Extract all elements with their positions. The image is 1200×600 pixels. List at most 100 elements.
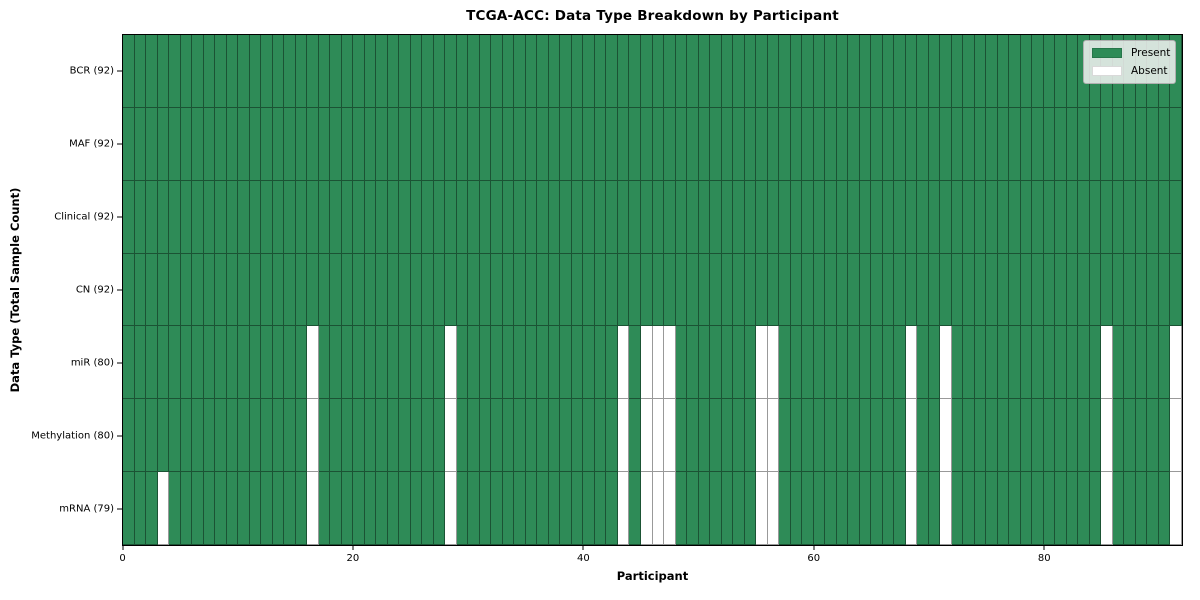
heatmap-cell <box>1032 107 1044 181</box>
heatmap-cell <box>180 399 193 473</box>
heatmap-cell <box>146 180 158 254</box>
heatmap-cell <box>226 180 239 254</box>
heatmap-cell <box>318 180 331 254</box>
heatmap-cell <box>514 326 526 400</box>
heatmap-cell <box>479 107 492 181</box>
heatmap-cell <box>203 107 216 181</box>
heatmap-cell <box>491 326 503 400</box>
heatmap-cell <box>468 472 480 545</box>
heatmap-cell <box>974 326 987 400</box>
heatmap-cell <box>687 472 699 545</box>
heatmap-cell <box>594 399 607 473</box>
heatmap-cell <box>917 399 929 473</box>
heatmap-cell <box>548 472 561 545</box>
heatmap-cell <box>963 326 975 400</box>
heatmap-cell <box>284 107 296 181</box>
heatmap-cell <box>1112 399 1125 473</box>
heatmap-cell <box>491 399 503 473</box>
heatmap-cell <box>825 472 837 545</box>
heatmap-cell <box>1089 472 1102 545</box>
heatmap-cell <box>1147 326 1159 400</box>
heatmap-cell <box>341 399 354 473</box>
heatmap-cell <box>134 399 147 473</box>
heatmap-cell <box>1055 35 1067 108</box>
heatmap-cell <box>848 35 860 108</box>
heatmap-cell <box>963 399 975 473</box>
heatmap-cell <box>307 35 319 108</box>
heatmap-cell <box>617 326 630 400</box>
heatmap-cell <box>422 107 434 181</box>
heatmap-cell <box>238 35 250 108</box>
heatmap-cell <box>456 399 469 473</box>
heatmap-cell <box>859 107 872 181</box>
heatmap-cell <box>1170 107 1182 181</box>
heatmap-cell <box>341 107 354 181</box>
y-tick-mark <box>117 435 122 437</box>
heatmap-cell <box>1147 399 1159 473</box>
heatmap-cell <box>1135 253 1148 327</box>
heatmap-cell <box>1009 107 1021 181</box>
heatmap-cell <box>1078 180 1090 254</box>
legend-label: Present <box>1131 47 1171 59</box>
heatmap-cell <box>157 35 170 108</box>
heatmap-cell <box>203 326 216 400</box>
heatmap-cell <box>698 472 711 545</box>
heatmap-cell <box>1009 326 1021 400</box>
heatmap-cell <box>514 180 526 254</box>
heatmap-cell <box>525 399 538 473</box>
heatmap-cell <box>157 107 170 181</box>
x-tick-label: 0 <box>119 553 126 564</box>
heatmap-cell <box>928 326 941 400</box>
heatmap-cell <box>997 399 1010 473</box>
heatmap-cell <box>249 180 262 254</box>
heatmap-cell <box>364 180 377 254</box>
heatmap-cell <box>744 253 757 327</box>
heatmap-cell <box>664 180 676 254</box>
heatmap-cell <box>571 326 584 400</box>
heatmap-cell <box>410 253 423 327</box>
heatmap-cell <box>249 326 262 400</box>
heatmap-grid <box>123 35 1182 545</box>
heatmap-cell <box>215 180 227 254</box>
heatmap-cell <box>134 326 147 400</box>
heatmap-cell <box>779 107 791 181</box>
heatmap-cell <box>157 180 170 254</box>
x-tick-mark <box>122 546 123 550</box>
heatmap-cell <box>330 326 342 400</box>
heatmap-cell <box>986 107 998 181</box>
heatmap-cell <box>871 253 883 327</box>
heatmap-cell <box>721 399 734 473</box>
heatmap-cell <box>180 35 193 108</box>
heatmap-cell <box>261 253 273 327</box>
heatmap-cell <box>997 253 1010 327</box>
heatmap-cell <box>548 326 561 400</box>
heatmap-cell <box>169 472 181 545</box>
heatmap-cell <box>284 472 296 545</box>
heatmap-cell <box>330 180 342 254</box>
heatmap-cell <box>894 472 906 545</box>
heatmap-cell <box>468 107 480 181</box>
heatmap-cell <box>387 326 400 400</box>
heatmap-cell <box>261 35 273 108</box>
heatmap-cell <box>664 326 676 400</box>
heatmap-cell <box>917 253 929 327</box>
heatmap-cell <box>848 326 860 400</box>
heatmap-cell <box>226 253 239 327</box>
y-tick-mark <box>117 289 122 291</box>
heatmap-cell <box>974 253 987 327</box>
heatmap-cell <box>917 107 929 181</box>
plot-area: Present Absent <box>122 34 1183 546</box>
heatmap-cell <box>537 107 549 181</box>
heatmap-cell <box>169 35 181 108</box>
heatmap-cell <box>1112 253 1125 327</box>
heatmap-cell <box>848 180 860 254</box>
heatmap-cell <box>594 326 607 400</box>
heatmap-cell <box>502 180 515 254</box>
heatmap-cell <box>594 35 607 108</box>
heatmap-cell <box>330 253 342 327</box>
legend-label: Absent <box>1131 64 1168 77</box>
heatmap-cell <box>802 107 814 181</box>
heatmap-cell <box>1170 399 1182 473</box>
heatmap-cell <box>1124 253 1136 327</box>
heatmap-cell <box>307 399 319 473</box>
